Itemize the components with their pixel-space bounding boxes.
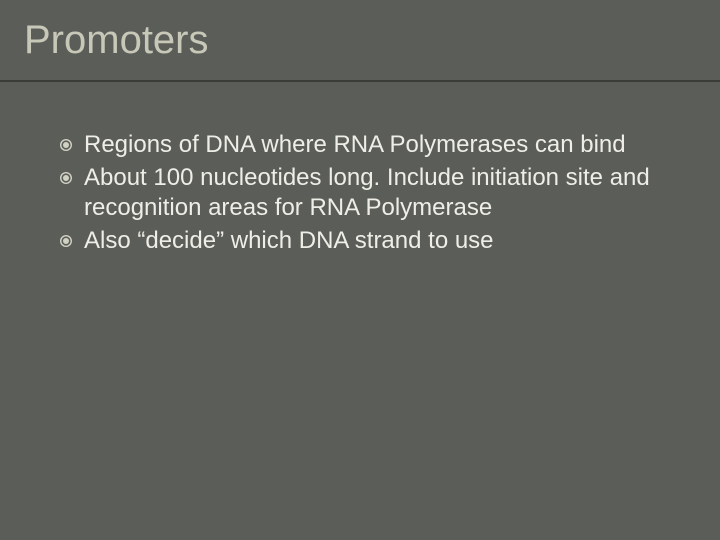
bullet-icon: [60, 139, 72, 151]
slide-body: Regions of DNA where RNA Polymerases can…: [60, 130, 684, 259]
bullet-text: Regions of DNA where RNA Polymerases can…: [84, 130, 684, 161]
bullet-icon: [60, 172, 72, 184]
bullet-item: About 100 nucleotides long. Include init…: [60, 163, 684, 224]
slide-title: Promoters: [24, 18, 209, 63]
bullet-item: Regions of DNA where RNA Polymerases can…: [60, 130, 684, 161]
bullet-text: About 100 nucleotides long. Include init…: [84, 163, 684, 224]
slide: Promoters Regions of DNA where RNA Polym…: [0, 0, 720, 540]
bullet-icon: [60, 235, 72, 247]
title-underline: [0, 80, 720, 82]
bullet-item: Also “decide” which DNA strand to use: [60, 226, 684, 257]
bullet-text: Also “decide” which DNA strand to use: [84, 226, 684, 257]
